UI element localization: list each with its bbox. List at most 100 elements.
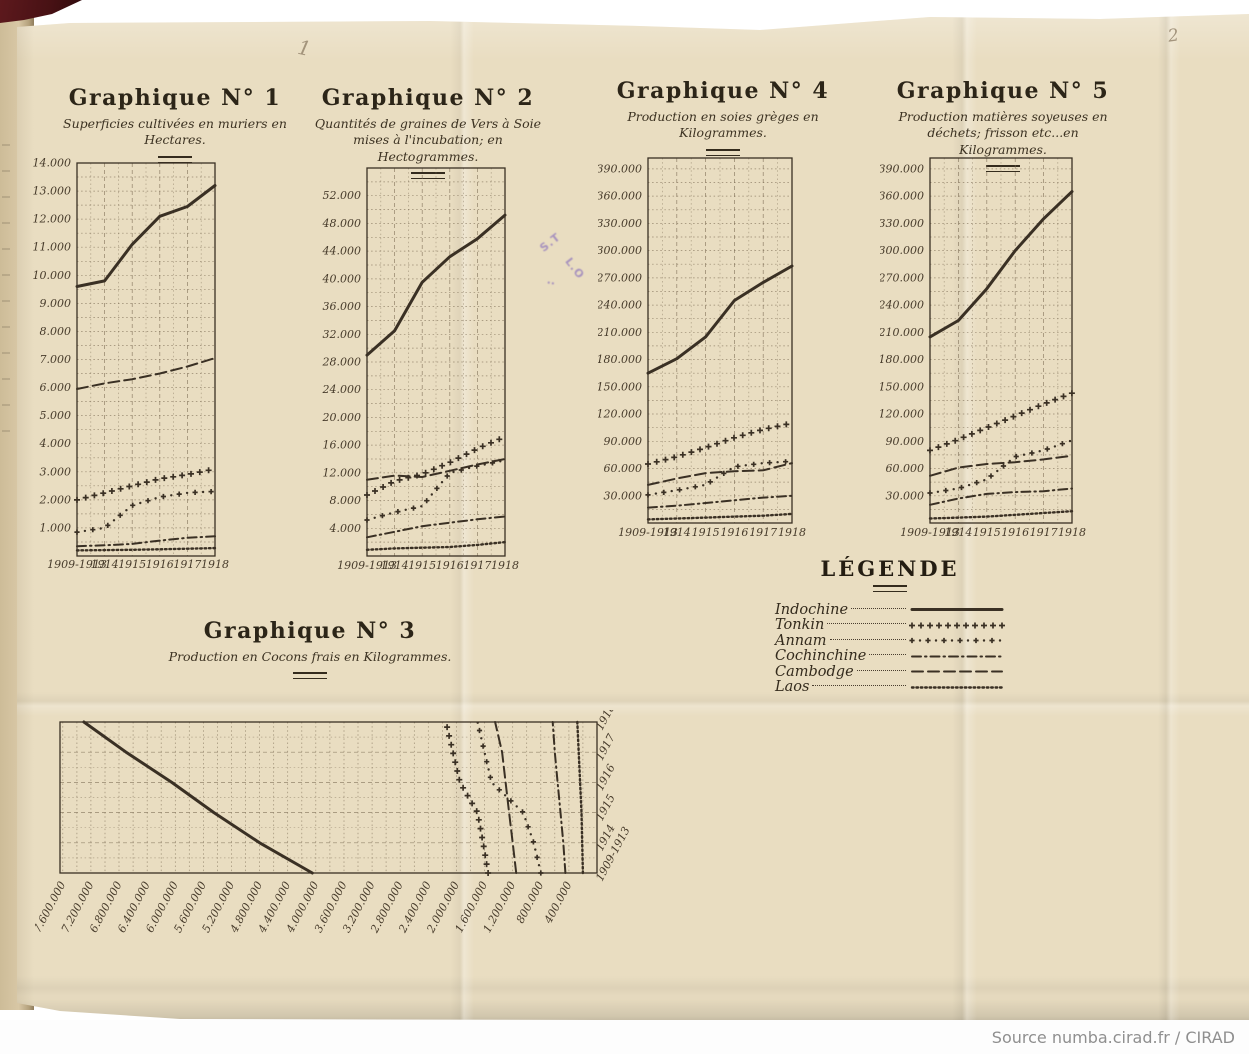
svg-text:1918: 1918	[593, 710, 618, 732]
svg-text:390.000: 390.000	[598, 162, 642, 175]
svg-text:1917: 1917	[1030, 526, 1058, 539]
legend-entry-label: Laos	[775, 679, 810, 696]
legend-entry: Annam	[775, 633, 1005, 649]
legend-entry-label: Cambodge	[775, 663, 854, 680]
pencil-mark-1: 1	[295, 34, 314, 62]
chart-title: Graphique N° 4	[616, 78, 830, 104]
chart-header-graphique-2: Graphique N° 2 Quantités de graines de V…	[312, 85, 544, 179]
svg-text:48.000: 48.000	[322, 217, 362, 230]
svg-text:390.000: 390.000	[880, 162, 924, 175]
legend-line-sample-dots	[910, 686, 1004, 689]
stamp-text: L.O	[562, 255, 588, 282]
chart-subtitle: Quantités de graines de Vers à Soie mise…	[314, 116, 542, 164]
legend-entry-label: Annam	[775, 632, 827, 649]
chart-title: Graphique N° 5	[896, 78, 1110, 104]
svg-text:300.000: 300.000	[880, 244, 924, 257]
chart-header-graphique-3: Graphique N° 3 Production en Cocons frai…	[160, 618, 460, 680]
svg-text:8.000: 8.000	[330, 494, 362, 507]
svg-text:1917: 1917	[173, 558, 201, 571]
svg-text:1909-1913: 1909-1913	[618, 526, 678, 539]
svg-text:1914: 1914	[944, 526, 972, 539]
svg-text:24.000: 24.000	[322, 383, 362, 396]
stamp-text: ..	[545, 273, 557, 288]
legend-dotted-leader	[869, 654, 906, 656]
svg-text:210.000: 210.000	[598, 326, 642, 339]
svg-text:3.000: 3.000	[40, 465, 72, 478]
chart-title: Graphique N° 3	[203, 618, 417, 644]
svg-text:1909-1913: 1909-1913	[900, 526, 960, 539]
title-ornament	[986, 164, 1020, 172]
svg-text:1909-1913: 1909-1913	[47, 558, 107, 571]
svg-text:13.000: 13.000	[33, 185, 72, 198]
svg-text:360.000: 360.000	[598, 190, 642, 203]
svg-text:270.000: 270.000	[598, 271, 642, 284]
svg-text:270.000: 270.000	[880, 271, 924, 284]
svg-text:52.000: 52.000	[323, 189, 362, 202]
chart-canvas-graphique-2: 52.000 48.000 44.000 40.000 36.000 32.000 28.0…	[315, 155, 573, 591]
svg-text:6.000: 6.000	[40, 381, 72, 394]
svg-text:400.000: 400.000	[541, 879, 574, 926]
chart-subtitle: Production en Cocons frais en Kilogramme…	[168, 649, 452, 664]
chart-canvas-graphique-4: 390.000 360.000 330.000 300.000 270.000 240.0…	[598, 146, 860, 548]
svg-text:44.000: 44.000	[322, 245, 362, 258]
svg-text:1917: 1917	[463, 559, 491, 572]
legend-dotted-leader	[812, 685, 906, 687]
svg-text:5.000: 5.000	[40, 409, 72, 422]
svg-text:32.000: 32.000	[323, 328, 362, 341]
ink-stamp: S.T L.O ..	[533, 228, 597, 300]
svg-text:7.000: 7.000	[40, 353, 72, 366]
svg-text:20.000: 20.000	[322, 411, 362, 424]
legend-line-sample-plusdot	[909, 638, 1002, 644]
svg-text:1915: 1915	[408, 559, 436, 572]
legend-dotted-leader	[851, 607, 906, 609]
legend-entry: Tonkin	[775, 617, 1005, 634]
svg-text:120.000: 120.000	[880, 408, 924, 421]
svg-text:1914: 1914	[91, 558, 119, 571]
svg-text:240.000: 240.000	[598, 299, 642, 312]
svg-text:9.000: 9.000	[40, 297, 72, 310]
svg-text:11.000: 11.000	[33, 241, 72, 254]
svg-text:1916: 1916	[146, 558, 174, 571]
title-ornament	[706, 148, 740, 156]
svg-text:30.000: 30.000	[886, 489, 925, 502]
source-bar: Source numba.cirad.fr / CIRAD	[0, 1020, 1249, 1054]
svg-text:1915: 1915	[118, 558, 146, 571]
pencil-mark-2: 2	[1166, 25, 1181, 47]
legend-line-sample-solid	[910, 608, 1004, 612]
svg-text:2.000: 2.000	[39, 493, 72, 506]
svg-text:360.000: 360.000	[880, 190, 924, 203]
legend-entry-label: Tonkin	[775, 617, 825, 634]
legend-dotted-leader	[856, 669, 906, 671]
svg-text:210.000: 210.000	[880, 326, 924, 339]
svg-text:1918: 1918	[491, 559, 519, 572]
svg-text:1.000: 1.000	[40, 521, 72, 534]
svg-text:30.000: 30.000	[604, 489, 643, 502]
svg-text:1916: 1916	[1001, 526, 1029, 539]
svg-text:180.000: 180.000	[880, 353, 924, 366]
chart-canvas-graphique-1: 14.000 13.000 12.000 11.000 10.000 9.000 8.000…	[28, 150, 280, 592]
svg-text:8.000: 8.000	[40, 325, 72, 338]
chart-subtitle: Production matières soyeuses en déchets;…	[898, 109, 1108, 157]
title-ornament	[158, 155, 192, 163]
svg-text:10.000: 10.000	[33, 269, 72, 282]
legend-dotted-leader	[827, 623, 906, 625]
chart-title: Graphique N° 1	[68, 85, 282, 111]
svg-text:1918: 1918	[1058, 526, 1086, 539]
svg-text:330.000: 330.000	[880, 217, 924, 230]
title-ornament	[411, 171, 445, 179]
svg-text:1915: 1915	[692, 526, 720, 539]
svg-text:90.000: 90.000	[886, 435, 925, 448]
svg-text:60.000: 60.000	[886, 462, 925, 475]
chart-header-graphique-5: Graphique N° 5 Production matières soyeu…	[883, 78, 1123, 172]
source-text: Source numba.cirad.fr / CIRAD	[991, 1027, 1235, 1047]
stamp-text: S.T	[537, 230, 564, 255]
svg-text:240.000: 240.000	[880, 299, 924, 312]
chart-title: Graphique N° 2	[321, 85, 535, 111]
legend-entry: Cambodge	[775, 664, 1005, 680]
svg-text:120.000: 120.000	[598, 408, 642, 421]
svg-text:14.000: 14.000	[33, 157, 72, 170]
legend: LÉGENDE Indochine Tonkin Annam Cochinchine C…	[775, 556, 1005, 695]
svg-text:12.000: 12.000	[323, 466, 362, 479]
